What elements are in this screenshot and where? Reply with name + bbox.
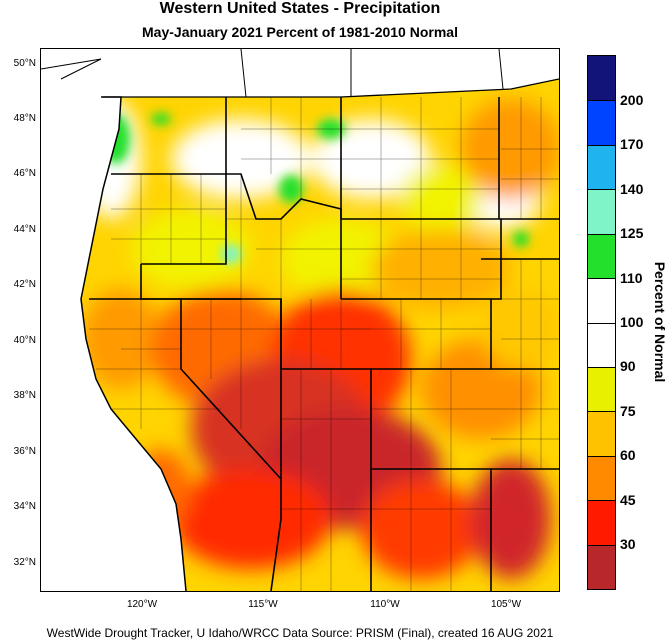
legend-swatch	[588, 366, 615, 412]
canada-border	[103, 78, 559, 98]
lat-label-46n: 46°N	[13, 168, 36, 179]
canada-area	[101, 49, 559, 97]
legend-swatch	[588, 322, 615, 367]
lon-label-110w: 110°W	[370, 599, 400, 610]
legend-colorbar	[587, 55, 616, 590]
legend-label-125: 125	[620, 225, 644, 241]
legend-swatch	[588, 411, 615, 456]
legend-label-45: 45	[620, 492, 636, 508]
legend-swatch	[588, 544, 615, 589]
precipitation-map	[40, 48, 560, 592]
footer-credit: WestWide Drought Tracker, U Idaho/WRCC D…	[46, 626, 554, 640]
legend-swatch	[588, 189, 615, 234]
legend-label-200: 200	[620, 92, 644, 108]
legend-title: Percent of Normal	[652, 261, 668, 383]
lat-label-38n: 38°N	[13, 390, 36, 401]
legend-swatch	[588, 500, 615, 545]
lat-label-48n: 48°N	[13, 113, 36, 124]
lon-label-105w: 105°W	[490, 599, 522, 610]
lat-label-40n: 40°N	[13, 335, 36, 346]
lat-label-50n: 50°N	[13, 58, 36, 69]
lon-label-120w: 120°W	[126, 599, 158, 610]
county-borders	[89, 97, 559, 591]
legend-label-110: 110	[620, 270, 643, 286]
legend-label-30: 30	[620, 536, 636, 552]
canada-province-lines	[41, 49, 504, 98]
legend-label-60: 60	[620, 447, 636, 463]
legend-swatch	[588, 56, 615, 101]
lat-label-34n: 34°N	[13, 501, 36, 512]
lat-label-42n: 42°N	[13, 279, 36, 290]
legend-label-75: 75	[620, 403, 636, 419]
legend-swatch	[588, 278, 615, 323]
legend-label-170: 170	[620, 136, 644, 152]
map-title: Western United States - Precipitation	[159, 0, 441, 17]
coastline	[80, 96, 187, 591]
legend-swatch	[588, 144, 615, 190]
lon-label-115w: 115°W	[248, 599, 278, 610]
legend-label-90: 90	[620, 358, 636, 374]
legend-swatch	[588, 233, 615, 279]
legend-swatch	[588, 100, 615, 145]
legend-label-140: 140	[620, 181, 644, 197]
lat-label-44n: 44°N	[13, 224, 36, 235]
lat-label-36n: 36°N	[13, 446, 36, 457]
lat-label-32n: 32°N	[13, 557, 36, 568]
legend-label-100: 100	[620, 314, 644, 330]
legend-swatch	[588, 455, 615, 501]
map-subtitle: May-January 2021 Percent of 1981-2010 No…	[142, 24, 458, 40]
